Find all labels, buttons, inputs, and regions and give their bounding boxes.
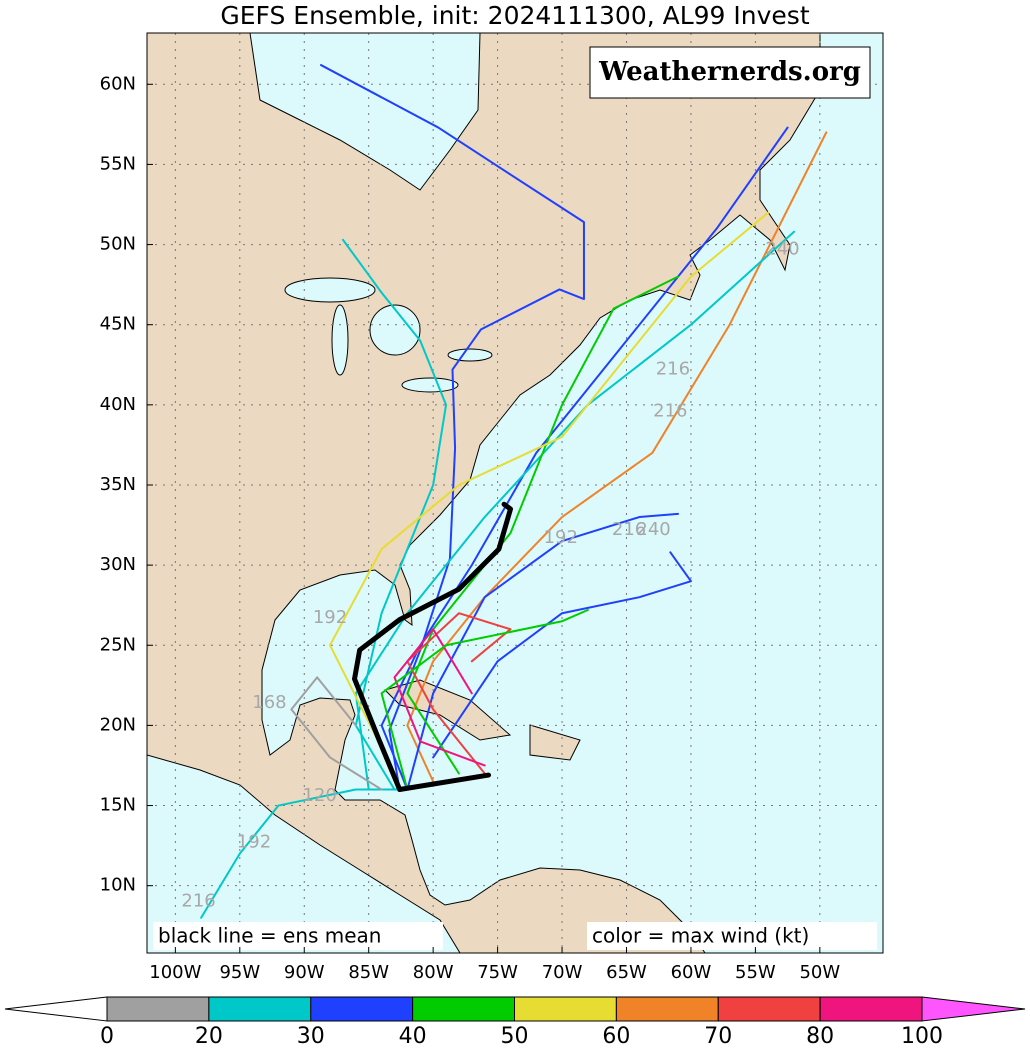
lat-label: 45N xyxy=(100,314,136,335)
lon-label: 90W xyxy=(284,962,325,983)
colorbar-over xyxy=(921,996,1026,1022)
hour-label: 192 xyxy=(313,607,347,628)
colorbar-under xyxy=(4,996,108,1022)
lon-label: 100W xyxy=(149,962,201,983)
colorbar-box xyxy=(106,996,210,1022)
lat-label: 40N xyxy=(100,394,136,415)
hour-label: 168 xyxy=(252,692,286,713)
colorbar-label: 0 xyxy=(100,1024,114,1049)
note-box xyxy=(587,922,877,950)
track xyxy=(406,612,512,775)
lat-label: 30N xyxy=(100,554,136,575)
hour-label: 192 xyxy=(544,527,578,548)
title: GEFS Ensemble, init: 2024111300, AL99 In… xyxy=(220,1,809,30)
lon-label: 55W xyxy=(735,962,776,983)
colorbar-box xyxy=(208,996,312,1022)
hour-label: 240 xyxy=(765,238,799,259)
colorbar-label: 70 xyxy=(704,1024,732,1049)
track xyxy=(406,131,828,783)
hour-label: 240 xyxy=(636,519,670,540)
colorbar-label: 30 xyxy=(297,1024,325,1049)
hour-label: 216 xyxy=(181,891,215,912)
colorbar-label: 80 xyxy=(806,1024,834,1049)
watermark-box xyxy=(589,46,871,99)
colorbar-box xyxy=(514,996,617,1022)
track xyxy=(393,628,486,767)
track xyxy=(354,230,796,791)
hour-label: 120 xyxy=(303,785,337,806)
lon-label: 60W xyxy=(671,962,712,983)
hour-label: 216 xyxy=(653,400,687,421)
note-box xyxy=(153,922,443,950)
track xyxy=(380,609,589,791)
track xyxy=(290,676,383,791)
lon-label: 75W xyxy=(477,962,518,983)
colorbar-box xyxy=(819,996,923,1022)
map-frame xyxy=(146,32,884,954)
lat-label: 55N xyxy=(100,153,136,174)
basemap xyxy=(147,33,883,953)
note: black line = ens mean xyxy=(158,924,382,948)
track xyxy=(200,788,409,919)
watermark: Weathernerds.org xyxy=(598,57,861,87)
lat-label: 35N xyxy=(100,474,136,495)
track xyxy=(380,126,789,791)
lat-label: 15N xyxy=(100,795,136,816)
colorbar-label: 100 xyxy=(901,1024,943,1049)
hour-label: 216 xyxy=(612,519,646,540)
colorbar-label: 50 xyxy=(501,1024,529,1049)
colorbar-label: 60 xyxy=(602,1024,630,1049)
colorbar-box xyxy=(615,996,719,1022)
note: color = max wind (kt) xyxy=(592,924,809,948)
lat-label: 10N xyxy=(100,875,136,896)
hour-label: 192 xyxy=(237,831,271,852)
colorbar-box xyxy=(412,996,515,1022)
colorbar-label: 20 xyxy=(195,1024,223,1049)
lon-label: 95W xyxy=(219,962,260,983)
lon-label: 80W xyxy=(413,962,454,983)
hour-label: 216 xyxy=(656,359,690,380)
track xyxy=(406,275,680,775)
lat-label: 20N xyxy=(100,714,136,735)
colorbar-box xyxy=(310,996,414,1022)
track xyxy=(352,501,513,793)
colorbar-box xyxy=(717,996,821,1022)
lon-label: 70W xyxy=(542,962,583,983)
lat-label: 25N xyxy=(100,634,136,655)
lat-label: 50N xyxy=(100,234,136,255)
colorbar-label: 40 xyxy=(399,1024,427,1049)
track xyxy=(432,551,692,759)
lat-label: 60N xyxy=(100,73,136,94)
track xyxy=(406,512,680,791)
lon-label: 65W xyxy=(606,962,647,983)
lon-label: 85W xyxy=(348,962,389,983)
lon-label: 50W xyxy=(799,962,840,983)
track xyxy=(329,211,770,775)
